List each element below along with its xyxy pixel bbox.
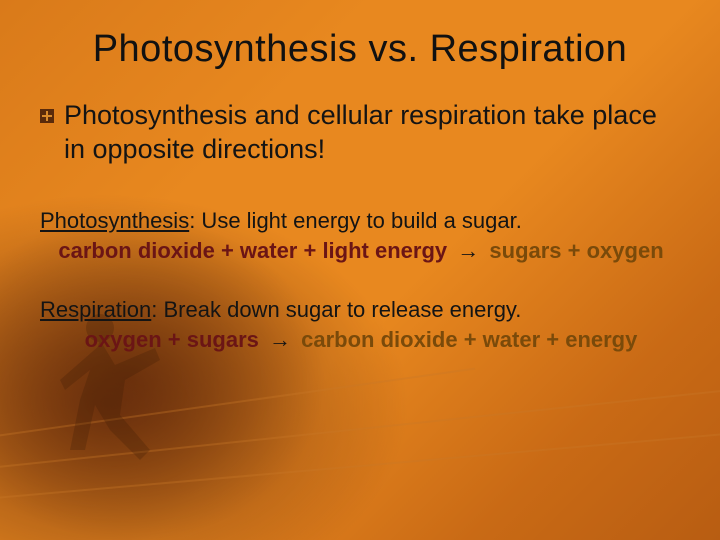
- slide: Photosynthesis vs. Respiration Photosynt…: [0, 0, 720, 540]
- respiration-equation: oxygen + sugars → carbon dioxide + water…: [40, 326, 682, 355]
- photosynthesis-def-text: : Use light energy to build a sugar.: [189, 208, 522, 233]
- arrow-icon: →: [265, 327, 295, 352]
- photosynthesis-products: sugars + oxygen: [489, 238, 663, 263]
- respiration-definition: Respiration: Break down sugar to release…: [40, 296, 682, 325]
- respiration-reactants: oxygen + sugars: [85, 327, 259, 352]
- respiration-def-text: : Break down sugar to release energy.: [151, 297, 521, 322]
- respiration-products: carbon dioxide + water + energy: [301, 327, 637, 352]
- photosynthesis-equation: carbon dioxide + water + light energy → …: [40, 237, 682, 266]
- bullet-text: Photosynthesis and cellular respiration …: [64, 99, 682, 167]
- respiration-section: Respiration: Break down sugar to release…: [38, 296, 682, 355]
- photosynthesis-section: Photosynthesis: Use light energy to buil…: [38, 207, 682, 266]
- bullet-item: Photosynthesis and cellular respiration …: [38, 99, 682, 167]
- respiration-label: Respiration: [40, 297, 151, 322]
- slide-title: Photosynthesis vs. Respiration: [38, 28, 682, 71]
- arrow-icon: →: [453, 238, 483, 263]
- photosynthesis-definition: Photosynthesis: Use light energy to buil…: [40, 207, 682, 236]
- photosynthesis-reactants: carbon dioxide + water + light energy: [58, 238, 447, 263]
- plus-bullet-icon: [40, 109, 54, 123]
- photosynthesis-label: Photosynthesis: [40, 208, 189, 233]
